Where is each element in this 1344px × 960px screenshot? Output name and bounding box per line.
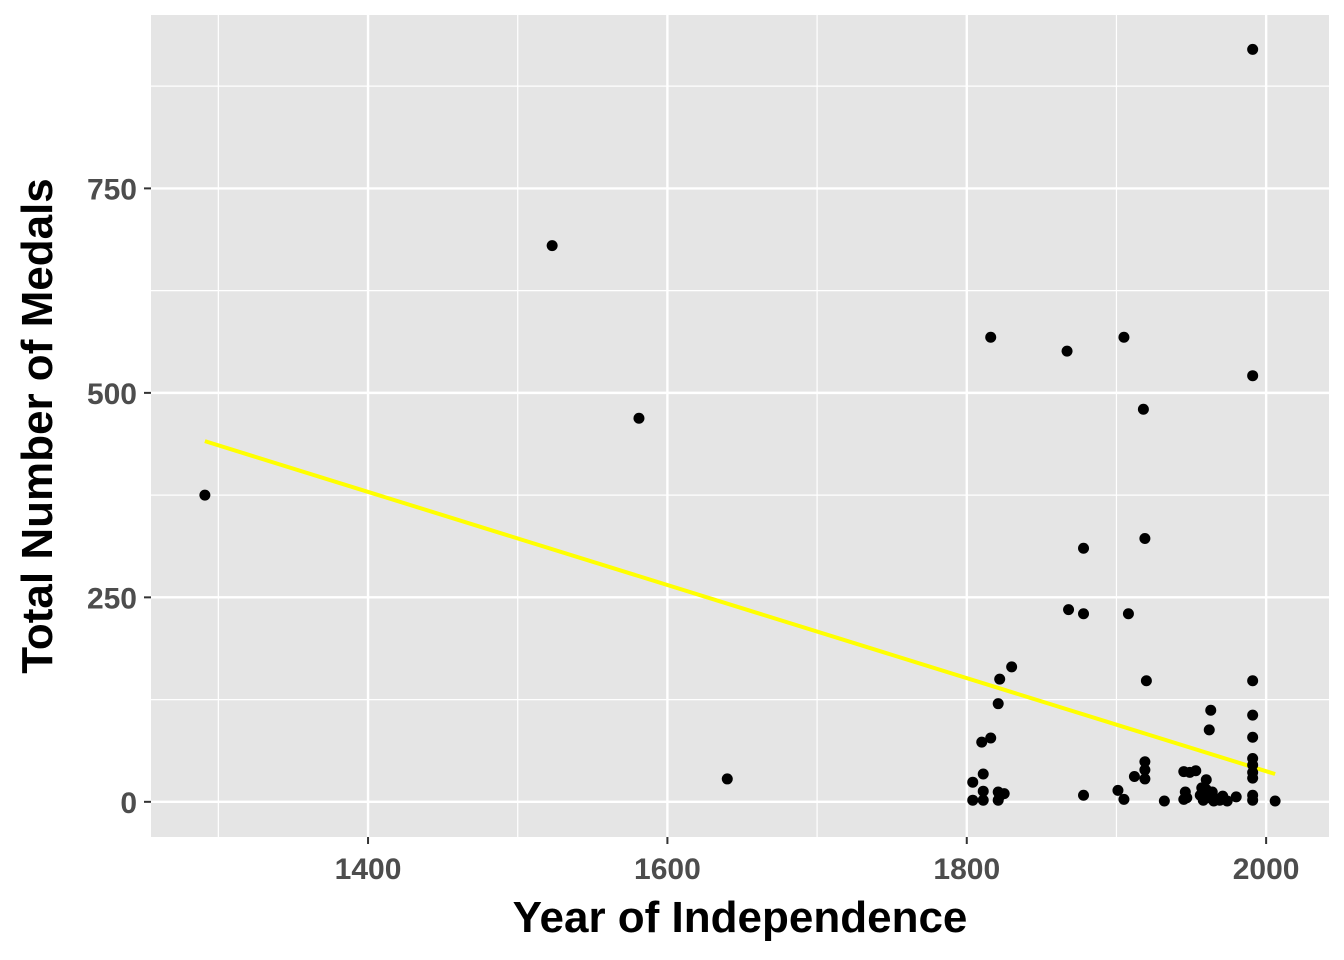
data-point xyxy=(1203,724,1215,736)
data-point xyxy=(1122,608,1134,620)
y-tick-label: 750 xyxy=(87,173,137,206)
data-point xyxy=(1061,345,1073,357)
data-point xyxy=(1118,331,1130,343)
data-point xyxy=(1269,795,1281,807)
data-point xyxy=(1247,43,1259,55)
data-point xyxy=(1078,608,1090,620)
data-point xyxy=(976,736,988,748)
data-point xyxy=(977,794,989,806)
data-point xyxy=(977,785,989,797)
y-tick-label: 500 xyxy=(87,378,137,411)
data-point xyxy=(967,794,979,806)
data-point xyxy=(1137,403,1149,415)
x-tick-label: 1400 xyxy=(335,853,402,886)
data-point xyxy=(1247,731,1259,743)
y-tick-label: 0 xyxy=(120,787,137,820)
x-tick-label: 2000 xyxy=(1233,853,1300,886)
data-point xyxy=(985,331,997,343)
data-point xyxy=(1078,542,1090,554)
data-point xyxy=(1247,794,1259,806)
y-tick-label: 250 xyxy=(87,582,137,615)
data-point xyxy=(1139,773,1151,785)
x-tick-label: 1600 xyxy=(634,853,701,886)
data-point xyxy=(1118,793,1130,805)
data-point xyxy=(721,773,733,785)
x-axis-ticks: 1400 1600 1800 2000 xyxy=(335,837,1300,886)
data-point xyxy=(1247,370,1259,382)
major-gridlines xyxy=(151,15,1329,837)
regression-line xyxy=(204,439,1276,776)
data-point xyxy=(977,768,989,780)
data-points xyxy=(199,43,1281,807)
y-axis-ticks: 0 250 500 750 xyxy=(87,173,151,820)
data-point xyxy=(1063,604,1075,616)
data-point xyxy=(1139,756,1151,768)
data-point xyxy=(633,412,645,424)
y-axis-title: Total Number of Medals xyxy=(13,178,62,673)
data-point xyxy=(1140,675,1152,687)
data-point xyxy=(1078,789,1090,801)
data-point xyxy=(1200,774,1212,786)
data-point xyxy=(1128,770,1140,782)
data-point xyxy=(1205,704,1217,716)
minor-gridlines xyxy=(151,15,1329,837)
data-point xyxy=(985,732,997,744)
data-point xyxy=(1112,784,1124,796)
plot-panel xyxy=(151,15,1329,837)
data-point xyxy=(1247,675,1259,687)
data-point xyxy=(998,788,1010,800)
data-point xyxy=(992,698,1004,710)
data-point xyxy=(1190,765,1202,777)
data-point xyxy=(1230,791,1242,803)
data-point xyxy=(1181,792,1193,804)
data-point xyxy=(546,240,558,252)
data-point xyxy=(967,776,979,788)
data-point xyxy=(199,489,211,501)
data-point xyxy=(1247,772,1259,784)
data-point xyxy=(994,673,1006,685)
trend-line-layer xyxy=(204,439,1276,776)
x-tick-label: 1800 xyxy=(933,853,1000,886)
data-point xyxy=(1247,709,1259,721)
data-point xyxy=(1139,532,1151,544)
x-axis-title: Year of Independence xyxy=(513,893,968,942)
data-point xyxy=(1158,795,1170,807)
data-point xyxy=(1139,764,1151,776)
data-point xyxy=(1221,795,1233,807)
data-point xyxy=(1006,661,1018,673)
